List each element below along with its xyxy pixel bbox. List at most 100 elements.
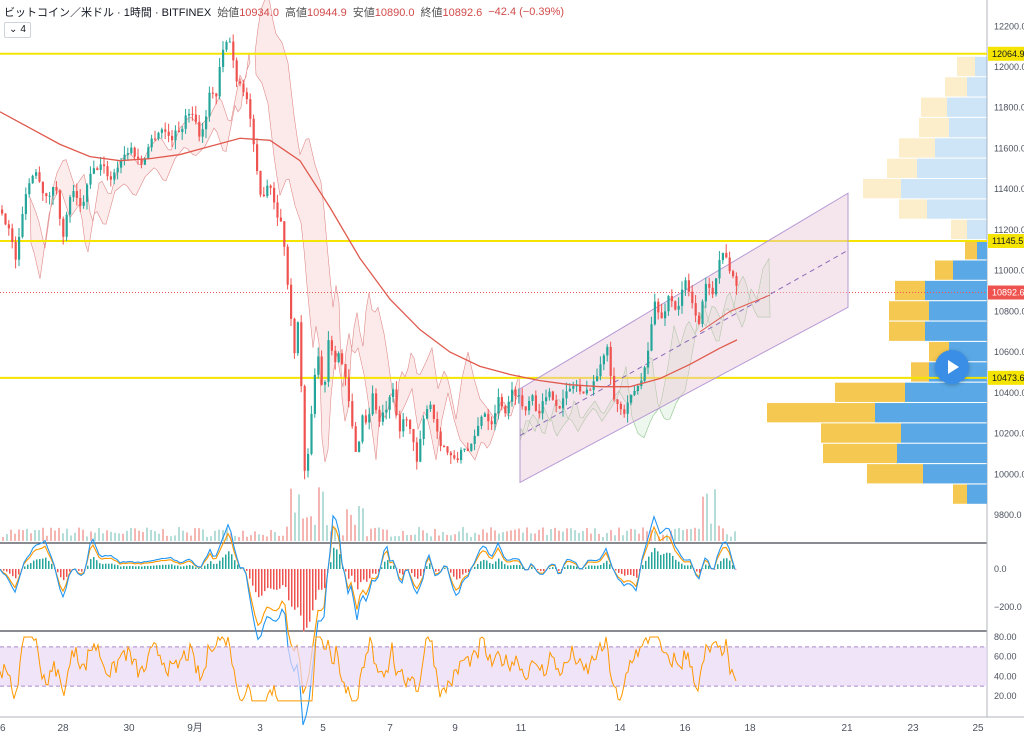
macd-histogram-bar bbox=[585, 567, 587, 569]
candle-body bbox=[616, 399, 619, 404]
volume-bar bbox=[362, 508, 364, 541]
volume-bar bbox=[666, 534, 668, 541]
candle-body bbox=[79, 198, 82, 206]
play-button[interactable] bbox=[935, 350, 969, 384]
macd-histogram-bar bbox=[495, 561, 497, 569]
volume-bar bbox=[354, 524, 356, 541]
macd-histogram-bar bbox=[18, 569, 20, 575]
volume-bar bbox=[526, 527, 528, 541]
candle-body bbox=[426, 409, 429, 419]
candle-body bbox=[381, 412, 384, 422]
volume-bar bbox=[238, 536, 240, 541]
volume-profile-bar-buy bbox=[923, 464, 987, 484]
macd-histogram-bar bbox=[591, 565, 593, 569]
candle-body bbox=[681, 289, 684, 306]
macd-histogram-bar bbox=[120, 566, 122, 569]
symbol-title[interactable]: ビットコイン／米ドル · 1時間 · BITFINEX bbox=[4, 7, 212, 19]
volume-bar bbox=[94, 532, 96, 541]
volume-bar bbox=[282, 535, 284, 541]
macd-histogram-bar bbox=[321, 569, 323, 590]
volume-bar bbox=[630, 528, 632, 541]
volume-profile-bar-sell bbox=[895, 280, 925, 301]
macd-histogram-bar bbox=[552, 567, 554, 569]
macd-histogram-bar bbox=[87, 565, 89, 569]
time-axis-label: 18 bbox=[744, 723, 756, 734]
candle-body bbox=[123, 154, 126, 161]
play-icon bbox=[948, 360, 959, 374]
macd-histogram-bar bbox=[6, 569, 8, 572]
macd-histogram-bar bbox=[96, 560, 98, 569]
volume-bar bbox=[14, 533, 16, 541]
volume-bar bbox=[126, 530, 128, 541]
volume-bar bbox=[50, 527, 52, 541]
macd-histogram-bar bbox=[24, 566, 26, 569]
volume-bar bbox=[466, 532, 468, 541]
candle-body bbox=[48, 195, 51, 197]
candle-body bbox=[541, 401, 544, 414]
volume-bar bbox=[102, 533, 104, 541]
macd-histogram-bar bbox=[468, 569, 470, 573]
volume-bar bbox=[542, 527, 544, 541]
volume-bar bbox=[174, 535, 176, 541]
candle-body bbox=[548, 391, 551, 398]
volume-bar bbox=[582, 531, 584, 541]
macd-histogram-bar bbox=[276, 569, 278, 590]
volume-bar bbox=[2, 536, 4, 541]
ichimoku-cloud bbox=[29, 52, 251, 279]
candle-body bbox=[120, 160, 123, 168]
volume-bar bbox=[682, 530, 684, 541]
macd-histogram-bar bbox=[195, 567, 197, 569]
macd-histogram-bar bbox=[402, 569, 404, 575]
price-axis-label: 10600.0 bbox=[994, 347, 1024, 357]
macd-histogram-bar bbox=[513, 564, 515, 569]
volume-profile-bar-sell bbox=[957, 56, 975, 77]
macd-histogram-bar bbox=[132, 566, 134, 569]
candle-body bbox=[378, 409, 381, 422]
indicator-count: 4 bbox=[20, 24, 26, 35]
candle-body bbox=[684, 280, 687, 290]
price-tag-label: 10473.6 bbox=[992, 373, 1024, 383]
candle-body bbox=[89, 173, 92, 185]
candle-body bbox=[728, 257, 731, 272]
volume-bar bbox=[478, 534, 480, 541]
macd-histogram-bar bbox=[651, 552, 653, 569]
candle-body bbox=[398, 414, 401, 432]
candle-body bbox=[568, 388, 571, 392]
macd-histogram-bar bbox=[615, 569, 617, 571]
time-axis-label: 30 bbox=[123, 723, 135, 734]
candle-body bbox=[334, 350, 337, 363]
macd-histogram-bar bbox=[39, 559, 41, 569]
macd-histogram-bar bbox=[393, 565, 395, 569]
volume-bar bbox=[634, 529, 636, 541]
candle-body bbox=[463, 448, 466, 451]
candle-body bbox=[599, 364, 602, 377]
candle-body bbox=[103, 164, 106, 167]
candle-body bbox=[228, 41, 231, 43]
volume-bar bbox=[594, 528, 596, 541]
volume-bar bbox=[398, 536, 400, 541]
volume-bar bbox=[370, 528, 372, 541]
macd-histogram-bar bbox=[141, 566, 143, 569]
candle-body bbox=[215, 93, 218, 97]
macd-histogram-bar bbox=[399, 569, 401, 574]
macd-axis-label: 0.0 bbox=[994, 564, 1007, 574]
macd-histogram-bar bbox=[708, 565, 710, 569]
macd-histogram-bar bbox=[474, 566, 476, 569]
candle-body bbox=[69, 197, 72, 215]
ichimoku-cloud bbox=[519, 257, 771, 442]
macd-histogram-bar bbox=[354, 569, 356, 583]
volume-bar bbox=[166, 535, 168, 541]
volume-bar bbox=[686, 529, 688, 541]
candle-body bbox=[317, 356, 320, 375]
volume-bar bbox=[570, 528, 572, 541]
indicators-toggle[interactable]: ⌄ 4 bbox=[4, 22, 31, 38]
open-value: 10934.0 bbox=[239, 7, 279, 19]
candle-body bbox=[555, 399, 558, 406]
macd-histogram-bar bbox=[345, 569, 347, 572]
volume-bar bbox=[70, 535, 72, 541]
macd-histogram-bar bbox=[594, 565, 596, 569]
volume-bar bbox=[98, 527, 100, 541]
candle-body bbox=[449, 452, 452, 456]
